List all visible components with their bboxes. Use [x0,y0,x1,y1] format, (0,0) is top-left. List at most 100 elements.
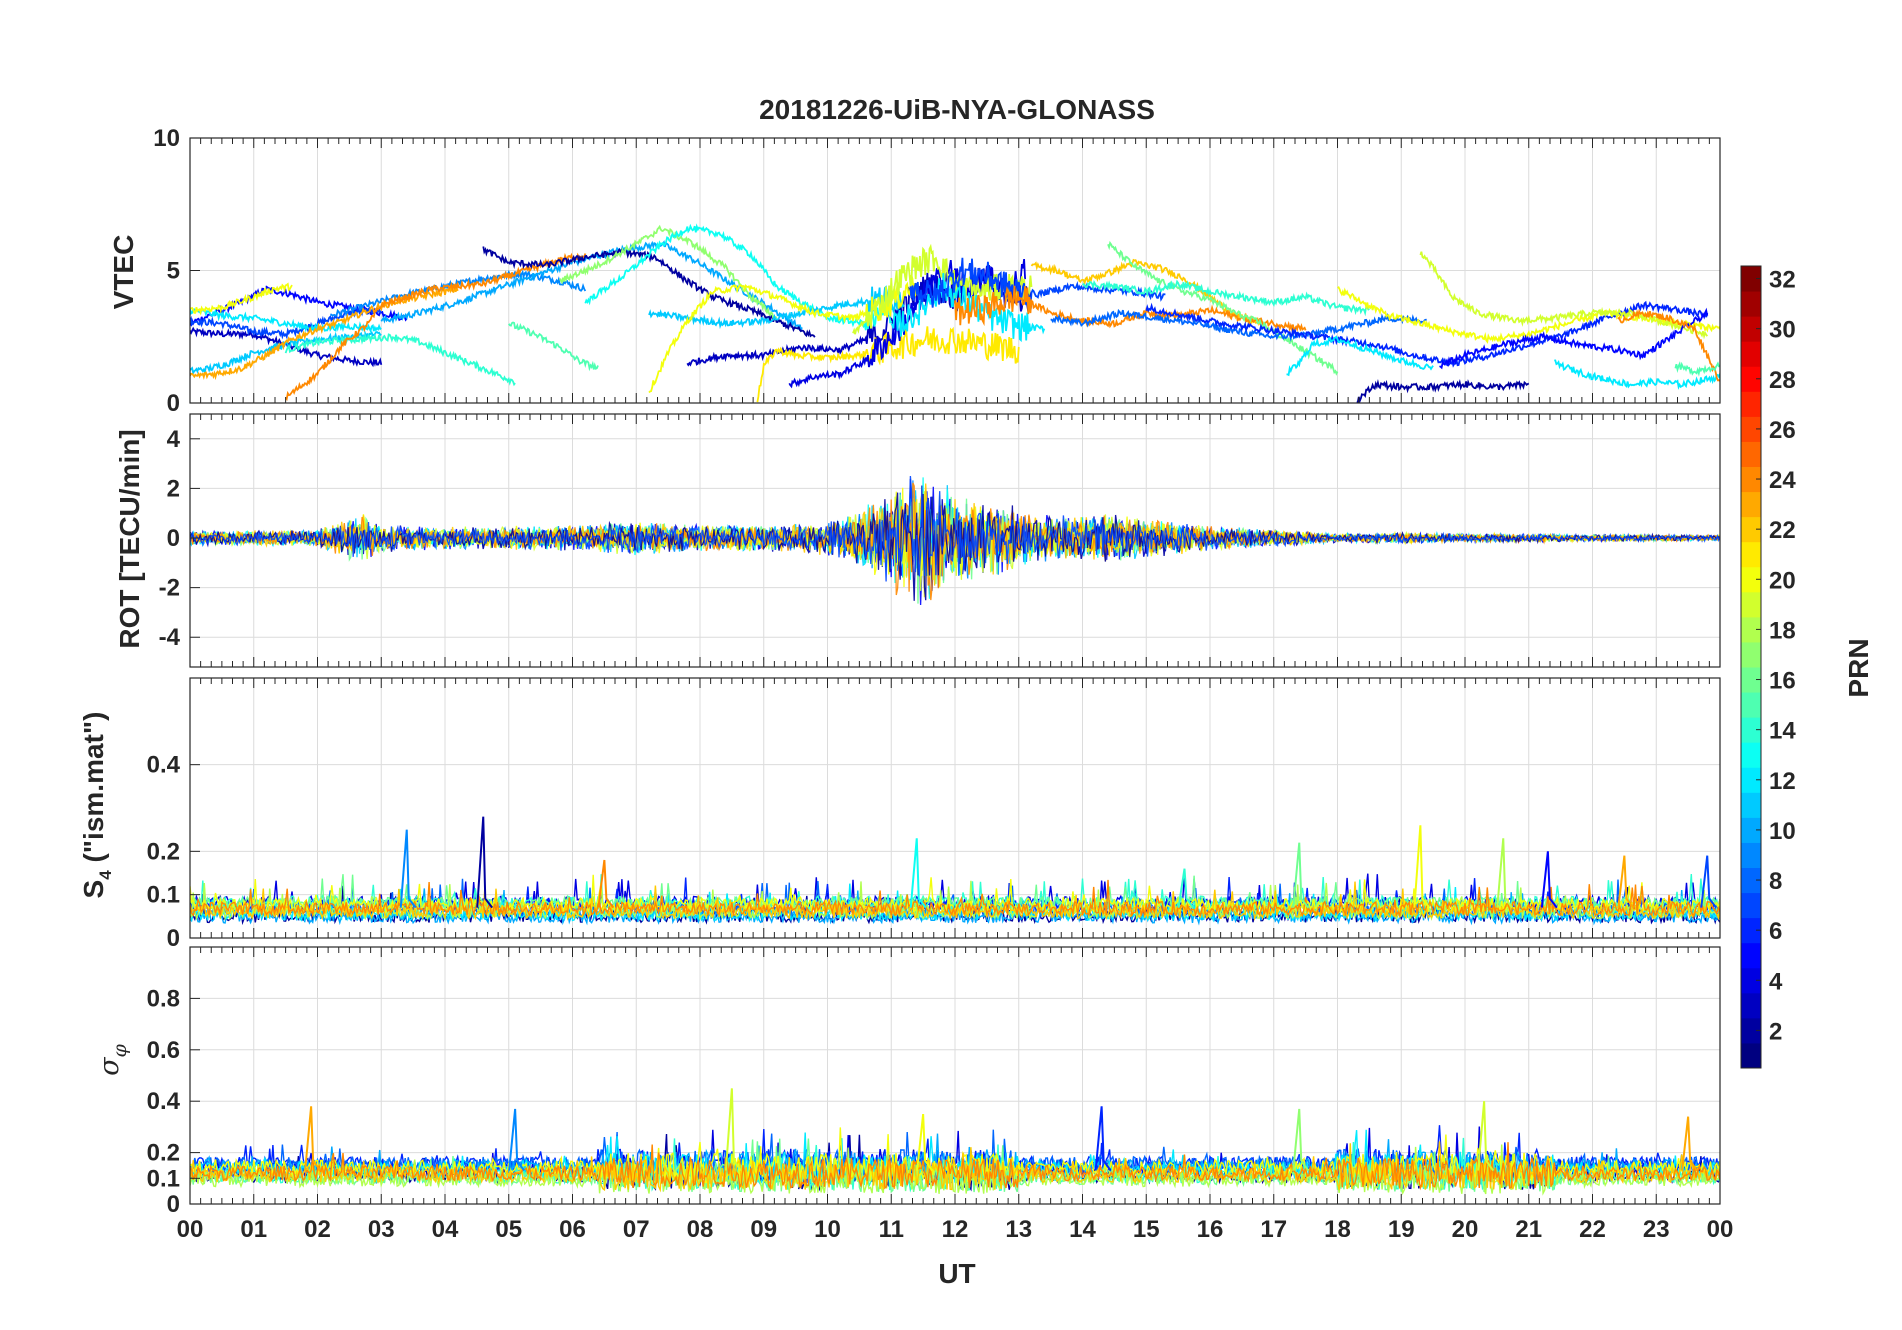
s4-ylabel-main: S [78,880,109,899]
x-tick-label: 15 [1133,1216,1160,1243]
colorbar-swatch [1741,767,1761,793]
s4-y-tick-label: 0.4 [147,752,181,779]
colorbar-tick-label: 18 [1769,617,1796,644]
sigma-spike-prn23 [304,1106,321,1172]
colorbar-swatch [1741,942,1761,969]
colorbar-swatch [1741,817,1761,843]
x-tick-label: 05 [495,1216,522,1243]
vtec-y-tick-label: 0 [167,390,180,417]
vtec-series-prn7 [909,257,1166,308]
s4-y-tick-label: 0.1 [147,882,180,909]
sigma-spike-prn17 [1292,1108,1310,1172]
rot-y-tick-label: -4 [159,624,181,651]
vtec-series-prn15 [1674,361,1720,377]
sigma-ylabel-main: σ [94,1056,125,1076]
sigma-spike-prn9 [508,1108,525,1172]
s4-spike-prn9 [399,829,417,909]
colorbar-swatch [1741,867,1761,894]
colorbar-swatch [1741,616,1761,643]
vtec-series-prn8 [1050,308,1427,342]
colorbar-tick-label: 20 [1769,567,1796,594]
colorbar-swatch [1741,541,1761,568]
colorbar-tick-label: 26 [1769,417,1796,444]
x-tick-label: 14 [1069,1216,1096,1243]
x-tick-label: 06 [559,1216,586,1243]
vtec-y-tick-label: 5 [167,258,180,285]
colorbar-tick-label: 22 [1769,517,1796,544]
s4-y-tick-label: 0.2 [147,838,180,865]
colorbar-swatch [1741,366,1761,392]
colorbar-swatch [1741,667,1761,693]
colorbar: PRN [1843,638,1874,697]
vtec-series [190,223,1720,403]
vtec-series-prn20 [648,274,918,394]
colorbar-swatch [1741,842,1761,868]
vtec-series-prn2 [1356,378,1530,403]
sigma-spike-prn19 [724,1088,742,1172]
colorbar-tick-label: 32 [1769,267,1796,294]
s4-ylabel-sub: 4 [96,870,115,880]
vtec-series-prn12 [1286,335,1434,377]
x-tick-label: 08 [687,1216,714,1243]
s4-series-prn22 [190,881,1720,921]
vtec-series-prn7 [190,305,382,340]
panel-s4: S4 ("ism.mat") [78,712,115,899]
colorbar-tick-label: 24 [1769,467,1796,494]
sigma-ylabel: σφ [94,1043,131,1075]
colorbar-swatch [1741,516,1761,543]
colorbar-swatch [1741,917,1761,944]
colorbar-swatch [1741,391,1761,417]
colorbar-swatch [1741,1042,1761,1069]
vtec-series-prn16 [1107,240,1339,376]
rot-series [190,475,1720,606]
s4-y-tick-label: 0 [167,925,180,952]
colorbar-box [1740,265,1762,1069]
x-tick-label: 22 [1579,1216,1606,1243]
x-tick-label: 10 [814,1216,841,1243]
colorbar-swatch [1741,717,1761,743]
s4-x-ticks [189,678,1721,938]
colorbar-swatch [1741,266,1761,292]
colorbar-swatch [1741,792,1761,818]
x-tick-label: 23 [1643,1216,1670,1243]
s4-spike-prn2 [476,816,494,909]
colorbar-swatch [1741,992,1761,1019]
colorbar-tick-label: 16 [1769,668,1796,695]
s4-spike-prn13 [909,838,927,909]
rot-y-tick-label: -2 [159,575,180,602]
x-tick-label: 13 [1005,1216,1032,1243]
s4-spike-prn23 [1617,855,1635,909]
s4-spike-prn20 [1413,825,1431,909]
sigma-y-tick-label: 0.1 [147,1165,180,1192]
x-tick-label: 11 [879,1216,904,1243]
s4-spike-prn16 [1292,842,1310,909]
vtec-series-prn6 [1145,300,1709,368]
vtec-series-prn5 [1439,307,1709,370]
s4-ylabel-tail: ("ism.mat") [78,712,109,871]
colorbar-swatch [1741,967,1761,994]
x-tick-label: 07 [623,1216,650,1243]
vtec-ylabel: VTEC [108,235,139,310]
vtec-series-prn12 [1554,359,1720,390]
rot-y-tick-label: 2 [167,475,180,502]
vtec-series-prn13 [584,223,893,331]
sigma-spike-prn19 [1477,1101,1494,1172]
colorbar-swatch [1741,291,1761,317]
s4-series-prn24 [190,879,1720,918]
colorbar-swatch [1741,892,1761,919]
vtec-x-ticks [189,138,1721,403]
s4-spike-prn7 [1700,855,1718,909]
sigma-y-tick-label: 0.2 [147,1140,180,1167]
vtec-y-tick-label: 10 [153,125,180,152]
sigma-y-tick-label: 0.4 [147,1088,181,1115]
s4-spike-prn14 [1177,868,1195,909]
sigma-series-prn24 [190,1142,1720,1191]
vtec-series-prn14 [284,332,516,387]
x-tick-label: 18 [1324,1216,1351,1243]
x-tick-label: 16 [1197,1216,1224,1243]
s4-spike-prn5 [1540,851,1558,909]
x-tick-label: 00 [177,1216,204,1243]
sigma-spike-prn20 [916,1113,933,1172]
sigma-y-tick-label: 0 [167,1191,180,1218]
x-tick-label: 01 [240,1216,267,1243]
